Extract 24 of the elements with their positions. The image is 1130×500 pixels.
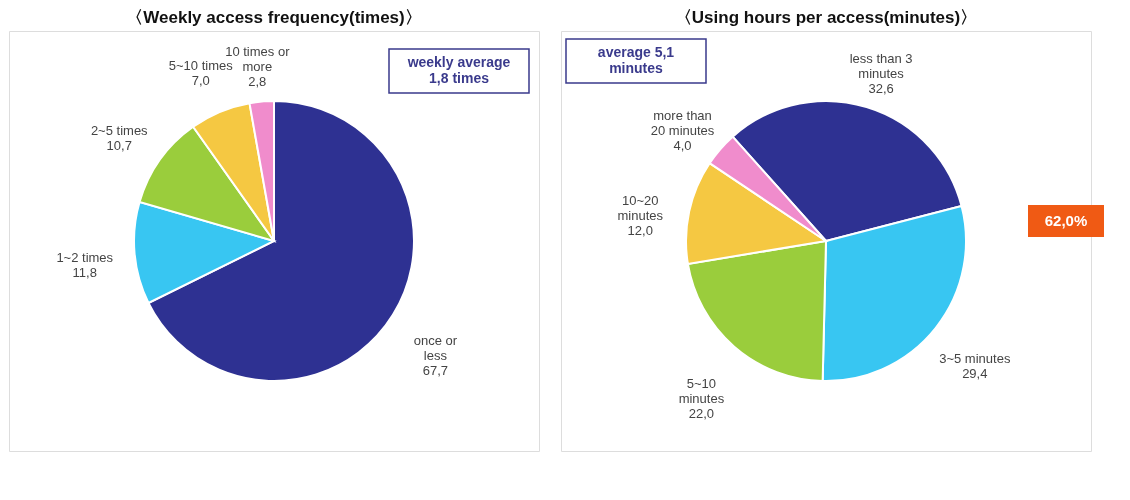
slice-label: 5~10 minutes (678, 376, 725, 407)
text: average 5,1 minutes (597, 44, 675, 76)
data-label: 2,8 (248, 73, 267, 89)
slice-label: 2~5 times (90, 122, 149, 138)
data-label: 12,0 (627, 222, 653, 238)
slice-label: 3~5 minutes (939, 351, 1011, 367)
data-label: 67,7 (422, 363, 449, 379)
chart-title: 〈Using hours per access(minutes)〉 (674, 8, 978, 27)
data-label: 11,8 (72, 264, 97, 280)
slice-label: more than 20 minutes (650, 108, 715, 139)
slice-label: once or less (413, 333, 458, 364)
data-label: 10,7 (106, 137, 132, 153)
slice-label: less than 3 minutes (849, 51, 913, 82)
data-label: 7,0 (191, 72, 210, 88)
slice-label: 1~2 times (56, 249, 114, 265)
data-label: 32,6 (868, 81, 894, 97)
text: 62,0% (1044, 212, 1088, 229)
slice-label: 5~10 times (168, 57, 234, 73)
data-label: 29,4 (962, 366, 988, 382)
data-label: 22,0 (688, 406, 715, 422)
chart-title: 〈Weekly access frequency(times)〉 (126, 8, 422, 27)
text: weekly average 1,8 times (406, 54, 511, 86)
data-label: 4,0 (673, 138, 692, 154)
slice-label: 10~20 minutes (617, 192, 664, 223)
